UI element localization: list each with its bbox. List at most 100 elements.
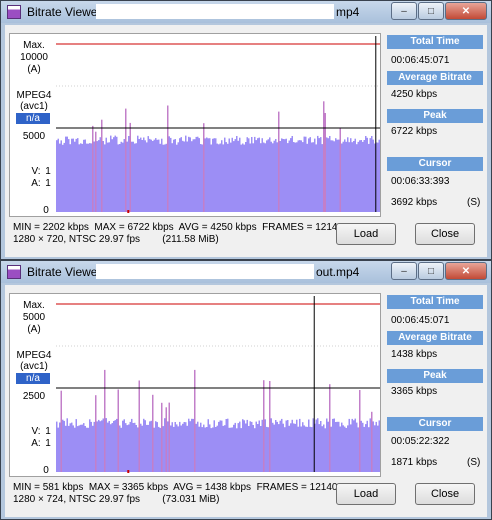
bitrate-bar <box>96 421 98 472</box>
bitrate-bar <box>95 131 97 212</box>
maximize-button[interactable]: □ <box>418 2 444 20</box>
close-button[interactable]: Close <box>415 483 475 505</box>
bitrate-bar <box>192 139 194 212</box>
load-button[interactable]: Load <box>336 223 396 245</box>
bitrate-bar <box>197 136 199 212</box>
bitrate-bar <box>290 423 292 472</box>
bitrate-bar <box>236 428 238 472</box>
bitrate-bar <box>375 421 377 472</box>
minimize-button[interactable]: – <box>391 262 417 280</box>
bitrate-bar <box>350 138 352 212</box>
bitrate-bar <box>126 425 128 472</box>
bitrate-bar <box>213 420 215 472</box>
na-badge: n/a <box>16 373 50 384</box>
bitrate-bar <box>203 123 205 212</box>
bitrate-bar <box>167 421 169 472</box>
bitrate-bar <box>288 425 290 472</box>
close-window-button[interactable]: ✕ <box>445 262 487 280</box>
bitrate-bar <box>176 424 178 472</box>
cursor-header: Cursor <box>387 157 483 171</box>
bitrate-bar <box>257 424 259 472</box>
max-value-label: 10000 <box>20 52 48 63</box>
bitrate-bar <box>195 423 197 472</box>
bitrate-bar <box>122 142 124 212</box>
bitrate-bar <box>353 141 355 212</box>
bitrate-bar <box>161 138 163 212</box>
bitrate-bar <box>296 419 298 472</box>
bitrate-bar <box>242 143 244 212</box>
a-value: 1 <box>45 438 51 449</box>
a-label: A: <box>31 178 41 189</box>
bitrate-bar <box>167 105 169 212</box>
bitrate-bar <box>102 141 104 212</box>
bitrate-bar <box>309 137 311 212</box>
bitrate-bar <box>216 143 218 212</box>
bitrate-bar <box>159 427 161 472</box>
bitrate-bar <box>276 421 278 472</box>
bitrate-bar <box>275 139 277 212</box>
bitrate-bar <box>84 139 86 212</box>
bitrate-bar <box>336 139 338 212</box>
bitrate-graph[interactable] <box>56 36 380 214</box>
bitrate-chart-svg[interactable] <box>56 36 380 214</box>
bitrate-bar <box>351 142 353 212</box>
bitrate-bar <box>315 144 317 212</box>
bitrate-bar <box>302 142 304 212</box>
bitrate-bar <box>272 143 274 212</box>
bitrate-bar <box>362 141 364 212</box>
bitrate-bar <box>89 419 91 472</box>
title-bar[interactable]: Bitrate Viewer - out.mp4 – □ ✕ <box>1 261 491 283</box>
bitrate-bar <box>224 137 226 212</box>
bitrate-bar <box>165 407 167 472</box>
bitrate-bar <box>210 144 212 212</box>
bitrate-graph[interactable] <box>56 296 380 474</box>
bitrate-bar <box>155 421 157 472</box>
bitrate-bar <box>305 426 307 472</box>
bitrate-bar <box>174 422 176 472</box>
bitrate-bar <box>365 136 367 212</box>
bitrate-bar <box>270 418 272 472</box>
bitrate-bar <box>329 384 331 472</box>
bitrate-bar <box>164 418 166 472</box>
bitrate-bar <box>281 138 283 212</box>
peak-header: Peak <box>387 109 483 123</box>
bitrate-bar <box>230 142 232 212</box>
bitrate-bar <box>189 421 191 472</box>
bitrate-bar <box>251 137 253 212</box>
bitrate-bar <box>239 137 241 212</box>
bitrate-bar <box>318 138 320 212</box>
bitrate-bar <box>312 418 314 472</box>
bitrate-bar <box>89 143 91 212</box>
close-window-button[interactable]: ✕ <box>445 2 487 20</box>
bitrate-bar <box>284 427 286 472</box>
avg-value-label: 5000 <box>22 131 46 142</box>
bitrate-bar <box>65 136 67 212</box>
close-button[interactable]: Close <box>415 223 475 245</box>
load-button[interactable]: Load <box>336 483 396 505</box>
minimize-button[interactable]: – <box>391 2 417 20</box>
bitrate-bar <box>185 422 187 472</box>
total-time-header: Total Time <box>387 35 483 49</box>
bitrate-bar <box>81 424 83 472</box>
bitrate-bar <box>338 421 340 472</box>
bitrate-chart-svg[interactable] <box>56 296 380 474</box>
bitrate-bar <box>254 136 256 212</box>
bitrate-bar <box>99 137 101 212</box>
bitrate-bar <box>315 419 317 472</box>
bitrate-bar <box>314 423 316 472</box>
bitrate-bar <box>171 143 173 212</box>
bitrate-bar <box>312 142 314 212</box>
bitrate-bar <box>93 141 95 212</box>
bitrate-bar <box>173 139 175 212</box>
bitrate-bar <box>357 141 359 212</box>
bitrate-bar <box>177 142 179 212</box>
bitrate-bar <box>341 422 343 472</box>
average-bitrate-value: 1438 kbps <box>391 349 438 360</box>
bitrate-bar <box>194 139 196 212</box>
bitrate-bar <box>123 139 125 212</box>
codec-sub-label: (avc1) <box>20 361 48 372</box>
zero-label: 0 <box>43 205 49 216</box>
maximize-button[interactable]: □ <box>418 262 444 280</box>
na-badge: n/a <box>16 113 50 124</box>
title-bar[interactable]: Bitrate Viewer - mp4 – □ ✕ <box>1 1 491 23</box>
